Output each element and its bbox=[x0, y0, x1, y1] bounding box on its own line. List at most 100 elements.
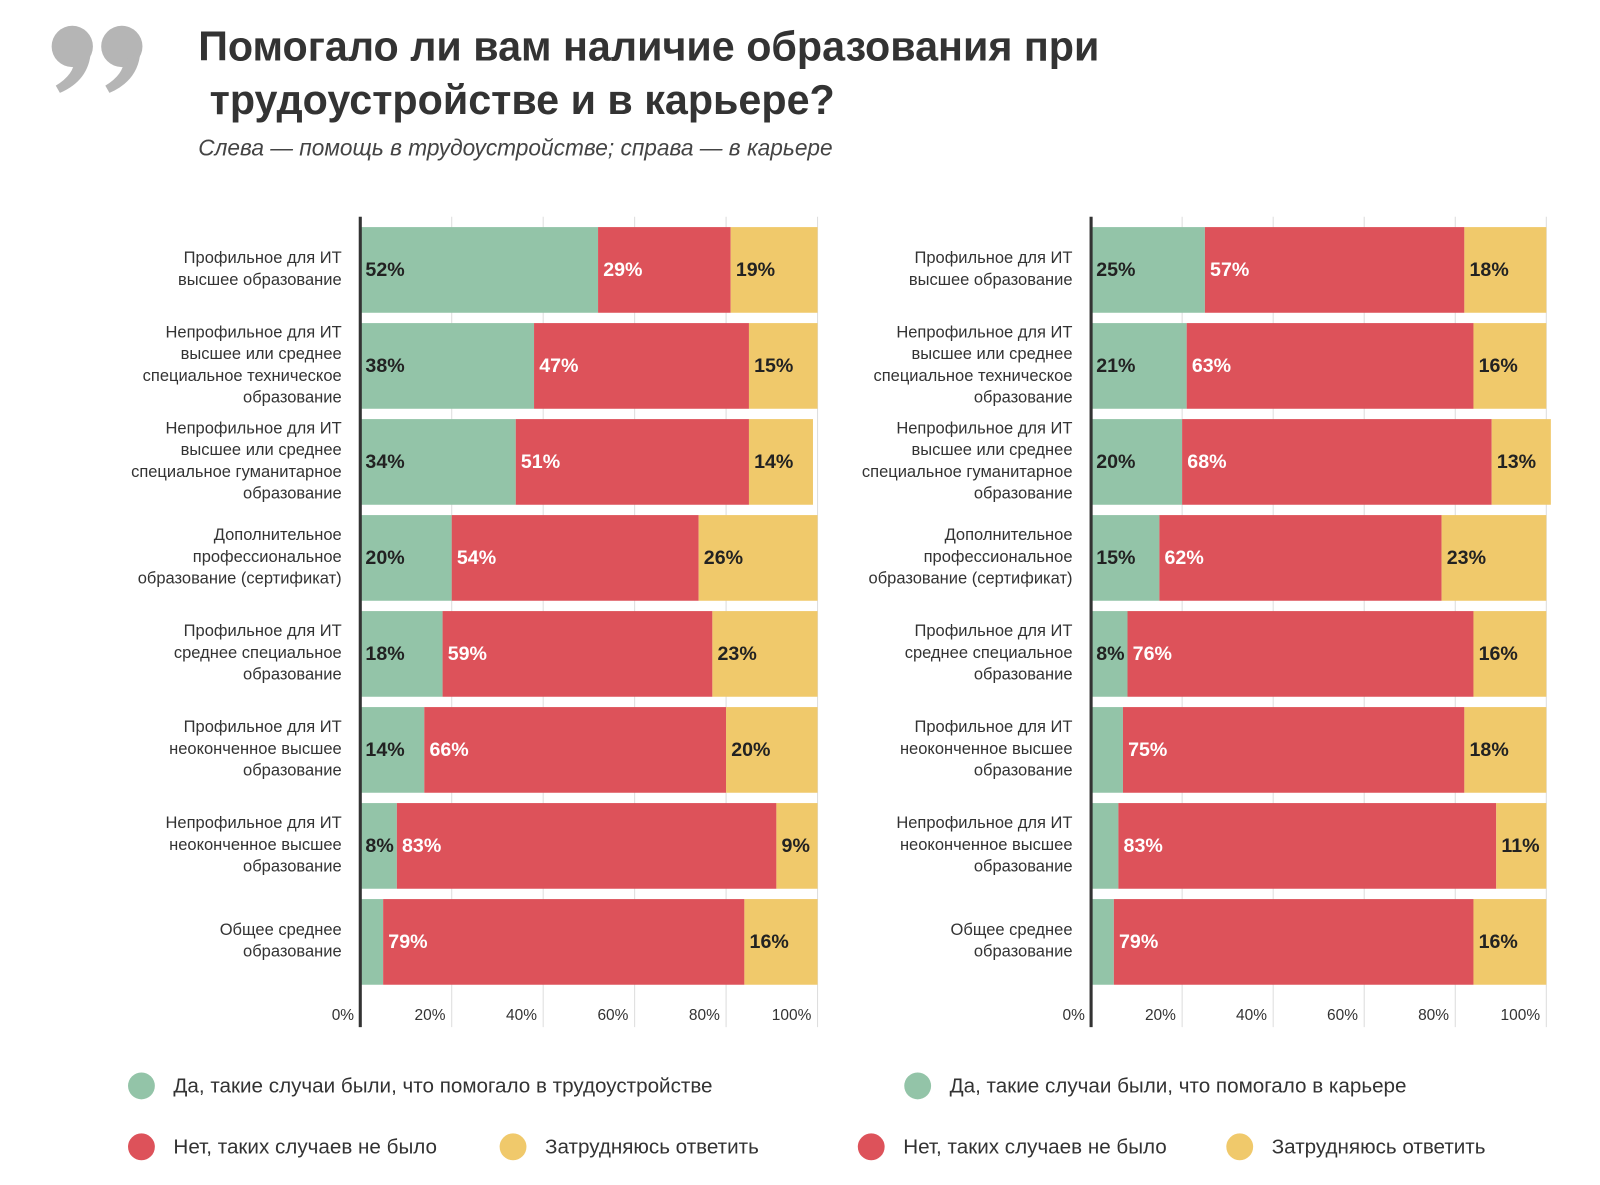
value-label: 76% bbox=[1133, 643, 1172, 665]
bar-segment bbox=[1441, 515, 1547, 601]
bar-segment bbox=[1091, 515, 1160, 601]
legend-marker bbox=[857, 1133, 885, 1161]
x-tick-label: 80% bbox=[1418, 1007, 1449, 1024]
value-label: 8% bbox=[365, 835, 393, 857]
value-label: 83% bbox=[1124, 835, 1163, 857]
category-label: Дополнительное профессиональное образовани… bbox=[869, 527, 1073, 588]
bar-segment bbox=[1473, 323, 1547, 409]
value-label: 20% bbox=[365, 547, 404, 569]
bar-segment bbox=[1464, 227, 1547, 313]
category-label: Непрофильное для ИТ высшее или среднее спе… bbox=[143, 324, 342, 407]
legend-marker bbox=[904, 1072, 932, 1100]
category-label: Профильное для ИТ высшее образование bbox=[178, 249, 342, 289]
bar-segment bbox=[396, 803, 777, 889]
category-label: Дополнительное профессиональное образовани… bbox=[138, 527, 342, 588]
value-label: 20% bbox=[731, 739, 770, 761]
category-label: Общее среднее образование bbox=[951, 921, 1073, 961]
value-label: 83% bbox=[402, 835, 441, 857]
bar-segment bbox=[360, 323, 535, 409]
bar-segment bbox=[360, 419, 516, 505]
legend-label: Да, такие случаи были, что помогало в ка… bbox=[950, 1074, 1407, 1097]
bar-segment bbox=[451, 515, 699, 601]
value-label: 26% bbox=[704, 547, 743, 569]
value-label: 9% bbox=[782, 835, 810, 857]
bar-segment bbox=[424, 707, 727, 793]
bar-segment bbox=[360, 899, 384, 985]
value-label: 15% bbox=[754, 355, 793, 377]
bar-segment bbox=[1473, 611, 1547, 697]
value-label: 19% bbox=[736, 259, 775, 281]
bar-segment bbox=[383, 899, 745, 985]
category-label: Профильное для ИТ неоконченное высшее обра… bbox=[169, 719, 342, 780]
value-label: 18% bbox=[1470, 739, 1509, 761]
value-label: 13% bbox=[1497, 451, 1536, 473]
bar-segment bbox=[442, 611, 713, 697]
title: Помогало ли вам наличие образования при … bbox=[198, 23, 1099, 123]
value-label: 15% bbox=[1096, 547, 1135, 569]
bar-segment bbox=[744, 899, 818, 985]
value-label: 57% bbox=[1210, 259, 1249, 281]
category-label: Непрофильное для ИТ высшее или среднее спе… bbox=[862, 420, 1073, 503]
x-tick-label: 0% bbox=[1063, 1007, 1086, 1024]
value-label: 18% bbox=[1470, 259, 1509, 281]
bar-segment bbox=[360, 227, 599, 313]
value-label: 34% bbox=[365, 451, 404, 473]
bar-segment bbox=[776, 803, 818, 889]
value-label: 14% bbox=[754, 451, 793, 473]
bar-segment bbox=[748, 323, 818, 409]
value-label: 23% bbox=[1447, 547, 1486, 569]
x-tick-label: 100% bbox=[772, 1007, 812, 1024]
bar-segment bbox=[1464, 707, 1547, 793]
bar-segment bbox=[1127, 611, 1474, 697]
x-tick-label: 60% bbox=[597, 1007, 628, 1024]
quote-icon bbox=[51, 25, 143, 93]
bar-segment bbox=[1091, 899, 1114, 985]
category-label: Профильное для ИТ среднее специальное обра… bbox=[905, 623, 1073, 684]
value-label: 11% bbox=[1501, 835, 1539, 857]
bar-segment bbox=[1491, 419, 1551, 505]
legend-label: Нет, таких случаев не было bbox=[903, 1135, 1167, 1158]
bar-segment bbox=[1113, 899, 1474, 985]
x-tick-label: 20% bbox=[1145, 1007, 1176, 1024]
value-label: 47% bbox=[539, 355, 578, 377]
x-tick-label: 60% bbox=[1327, 1007, 1358, 1024]
value-label: 66% bbox=[429, 739, 468, 761]
bar-segment bbox=[1091, 803, 1119, 889]
value-label: 16% bbox=[750, 931, 789, 953]
bar-segment bbox=[1091, 611, 1128, 697]
x-tick-label: 20% bbox=[415, 1007, 446, 1024]
bar-segment bbox=[1091, 227, 1205, 313]
value-label: 16% bbox=[1479, 355, 1518, 377]
bar-segment bbox=[1182, 419, 1492, 505]
value-label: 63% bbox=[1192, 355, 1231, 377]
legend-label: Нет, таких случаев не было bbox=[173, 1135, 437, 1158]
legend-marker bbox=[1226, 1133, 1254, 1161]
bar-segment bbox=[1204, 227, 1465, 313]
bar-segment bbox=[598, 227, 731, 313]
legend-marker bbox=[128, 1133, 155, 1161]
bar-segment bbox=[360, 515, 452, 601]
bar-segment bbox=[1473, 899, 1547, 985]
value-label: 29% bbox=[603, 259, 642, 281]
legend-label: Затрудняюсь ответить bbox=[1272, 1135, 1486, 1158]
legend-label: Затрудняюсь ответить bbox=[545, 1135, 759, 1158]
value-label: 52% bbox=[365, 259, 404, 281]
value-label: 16% bbox=[1479, 643, 1518, 665]
value-label: 54% bbox=[457, 547, 496, 569]
bar-segment bbox=[1091, 707, 1123, 793]
bar-segment bbox=[1091, 419, 1183, 505]
x-tick-label: 80% bbox=[689, 1007, 720, 1024]
x-tick-label: 100% bbox=[1501, 1007, 1541, 1024]
bar-segment bbox=[515, 419, 749, 505]
x-tick-label: 40% bbox=[1236, 1007, 1267, 1024]
value-label: 38% bbox=[365, 355, 404, 377]
category-label: Непрофильное для ИТ неоконченное высшее об… bbox=[166, 815, 342, 876]
value-label: 21% bbox=[1096, 355, 1135, 377]
bar-segment bbox=[1159, 515, 1442, 601]
x-tick-label: 40% bbox=[506, 1007, 537, 1024]
bar-segment bbox=[726, 707, 818, 793]
bar-segment bbox=[730, 227, 818, 313]
value-label: 20% bbox=[1096, 451, 1135, 473]
value-label: 8% bbox=[1096, 643, 1124, 665]
